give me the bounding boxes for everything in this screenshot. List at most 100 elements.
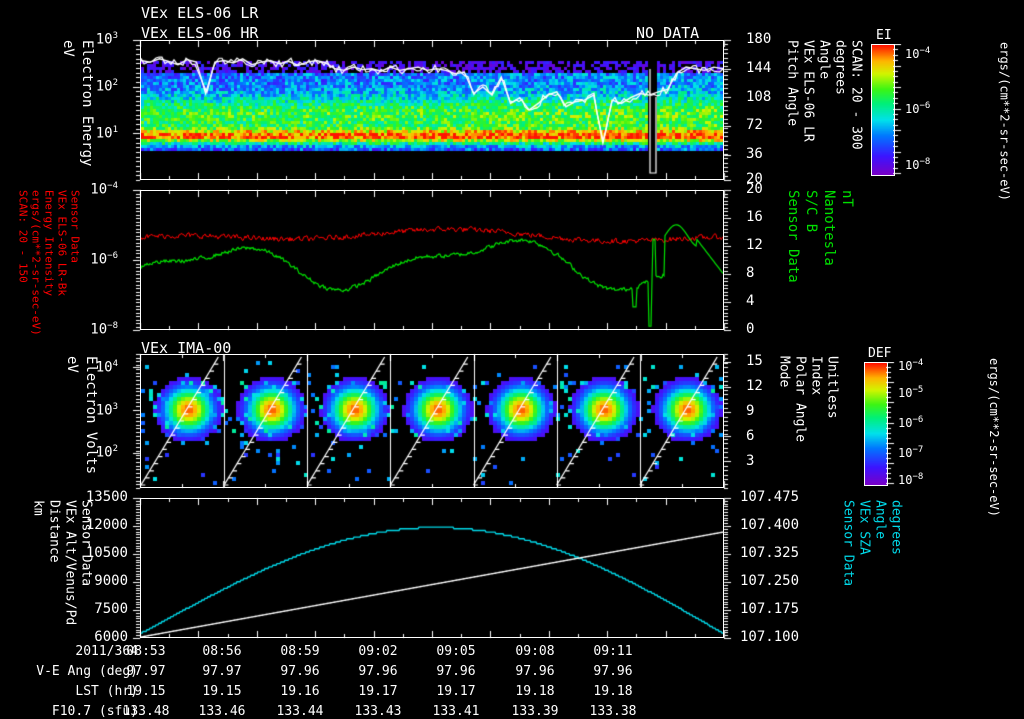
table-row-label: LST (hr) — [75, 684, 138, 699]
tick-label: 10−5 — [898, 385, 924, 401]
panel2-ticks — [126, 184, 738, 336]
table-cell: 133.39 — [511, 704, 559, 719]
tick-label: 6000 — [94, 629, 128, 646]
axis-title-line: eV — [59, 40, 76, 57]
axis-title-line: Index — [808, 356, 824, 396]
tick-label: 103 — [95, 401, 118, 419]
axis-title-line: eV — [63, 356, 80, 373]
tick-label: 10−6 — [905, 101, 931, 116]
tick-label: 0 — [746, 321, 755, 338]
colorbar1-title: EI — [876, 28, 892, 43]
tick-label: 36 — [746, 146, 763, 163]
table-row-label: F10.7 (sfu) — [51, 704, 138, 719]
tick-label: 15 — [746, 353, 763, 370]
table-row-label: V-E Ang (deg) — [36, 664, 138, 679]
tick-label: 108 — [746, 88, 772, 105]
tick-label: 4 — [746, 293, 755, 310]
table-cell: 19.17 — [358, 684, 398, 699]
tick-label: 12000 — [85, 517, 128, 534]
table-cell: 133.41 — [432, 704, 480, 719]
table-cell: 19.15 — [126, 684, 166, 699]
table-cell: 133.46 — [198, 704, 246, 719]
table-cell: 97.97 — [202, 664, 242, 679]
table-cell: 97.96 — [358, 664, 398, 679]
tick-label: 107.325 — [740, 545, 800, 562]
table-cell: 97.97 — [126, 664, 166, 679]
tick-label: 10−6 — [90, 251, 118, 268]
tick-label: 107.100 — [740, 629, 800, 646]
axis-title-line: Energy Intensity — [42, 190, 55, 296]
colorbar1-unit: ergs/(cm**2-sr-sec-eV) — [930, 42, 1012, 201]
panel1-right-axis-title: SCAN: 20 - 300 degrees Angle VEx ELS-06 LR P… — [784, 40, 864, 185]
axis-title-line: Electron Volts — [82, 356, 99, 475]
tick-label: 10−8 — [90, 321, 118, 338]
tick-label: 20 — [746, 181, 763, 198]
panel3-left-axis-title: Electron Volts eV — [62, 356, 100, 490]
axis-title-line: degrees — [888, 500, 904, 555]
tick-label: 144 — [746, 60, 772, 77]
table-cell: 133.38 — [589, 704, 637, 719]
colorbar1-ticks — [893, 44, 903, 176]
tick-label: 3 — [746, 452, 755, 469]
tick-label: 107.250 — [740, 573, 800, 590]
panel3-right-axis-title: Unitless Index Polar Angle Mode — [776, 356, 840, 490]
table-cell: 19.17 — [436, 684, 476, 699]
table-cell: 97.96 — [593, 664, 633, 679]
table-cell: 08:59 — [280, 644, 320, 659]
table-cell: 09:05 — [436, 644, 476, 659]
panel4-left-axis-title: Sensor Data VEx Alt/Venus/Pd Distance km — [30, 500, 94, 640]
tick-label: 107.400 — [740, 517, 800, 534]
table-cell: 19.18 — [515, 684, 555, 699]
tick-label: 104 — [95, 358, 118, 376]
table-cell: 97.96 — [436, 664, 476, 679]
tick-label: 10−7 — [898, 444, 924, 460]
table-cell: 19.18 — [593, 684, 633, 699]
tick-label: 10−8 — [898, 472, 924, 488]
axis-title-line: degrees — [832, 40, 848, 95]
axis-title-line: VEx ELS-06 LR-Bk — [55, 190, 68, 296]
table-cell: 133.43 — [354, 704, 402, 719]
table-row-label: 2011/364 — [75, 644, 138, 659]
axis-title-line: Sensor Data — [78, 500, 94, 587]
axis-title-line: Nanotesla — [821, 190, 837, 266]
tick-label: 8 — [746, 265, 755, 282]
axis-title-line: Distance — [46, 500, 62, 563]
panel4-ticks — [126, 492, 738, 644]
axis-title-line: VEx Alt/Venus/Pd — [62, 500, 78, 626]
axis-title-line: ergs/(cm**2-sr-sec-eV) — [997, 42, 1012, 201]
axis-title-line: Sensor Data — [68, 190, 81, 263]
table-cell: 133.48 — [122, 704, 170, 719]
axis-title-line: Pitch Angle — [784, 40, 800, 127]
tick-label: 72 — [746, 117, 763, 134]
tick-label: 9 — [746, 402, 755, 419]
tick-label: 102 — [95, 77, 118, 95]
axis-title-line: ergs/(cm**2-sr-sec-eV) — [29, 190, 42, 336]
axis-title-line: Polar Angle — [792, 356, 808, 443]
table-cell: 19.16 — [280, 684, 320, 699]
tick-label: 10−8 — [905, 156, 931, 172]
axis-title-line: Sensor Data — [785, 190, 801, 283]
tick-label: 107.475 — [740, 489, 800, 506]
panel3-ticks — [126, 348, 738, 494]
tick-label: 16 — [746, 209, 763, 226]
axis-title-line: Angle — [816, 40, 832, 80]
axis-title-line: Unitless — [824, 356, 840, 419]
axis-title-line: SCAN: 20 - 150 — [16, 190, 29, 283]
axis-title-line: S/C B — [803, 190, 819, 233]
table-cell: 08:53 — [126, 644, 166, 659]
panel1-ticks — [126, 34, 738, 186]
panel2-right-axis-title: nT Nanotesla S/C B Sensor Data — [784, 190, 856, 330]
tick-label: 102 — [95, 444, 118, 462]
tick-label: 180 — [746, 31, 772, 48]
tick-label: 12 — [746, 378, 763, 395]
tick-label: 10500 — [85, 545, 128, 562]
axis-title-line: Mode — [776, 356, 792, 388]
tick-label: 9000 — [94, 573, 128, 590]
title-line-1: VEx ELS-06 LR — [141, 4, 259, 22]
panel1-left-axis-title: Electron Energy eV — [58, 40, 96, 180]
axis-title-line: Sensor Data — [840, 500, 856, 587]
axis-title-line: VEx ELS-06 LR — [800, 40, 816, 142]
colorbar2-title: DEF — [868, 346, 892, 361]
tick-label: 6 — [746, 427, 755, 444]
